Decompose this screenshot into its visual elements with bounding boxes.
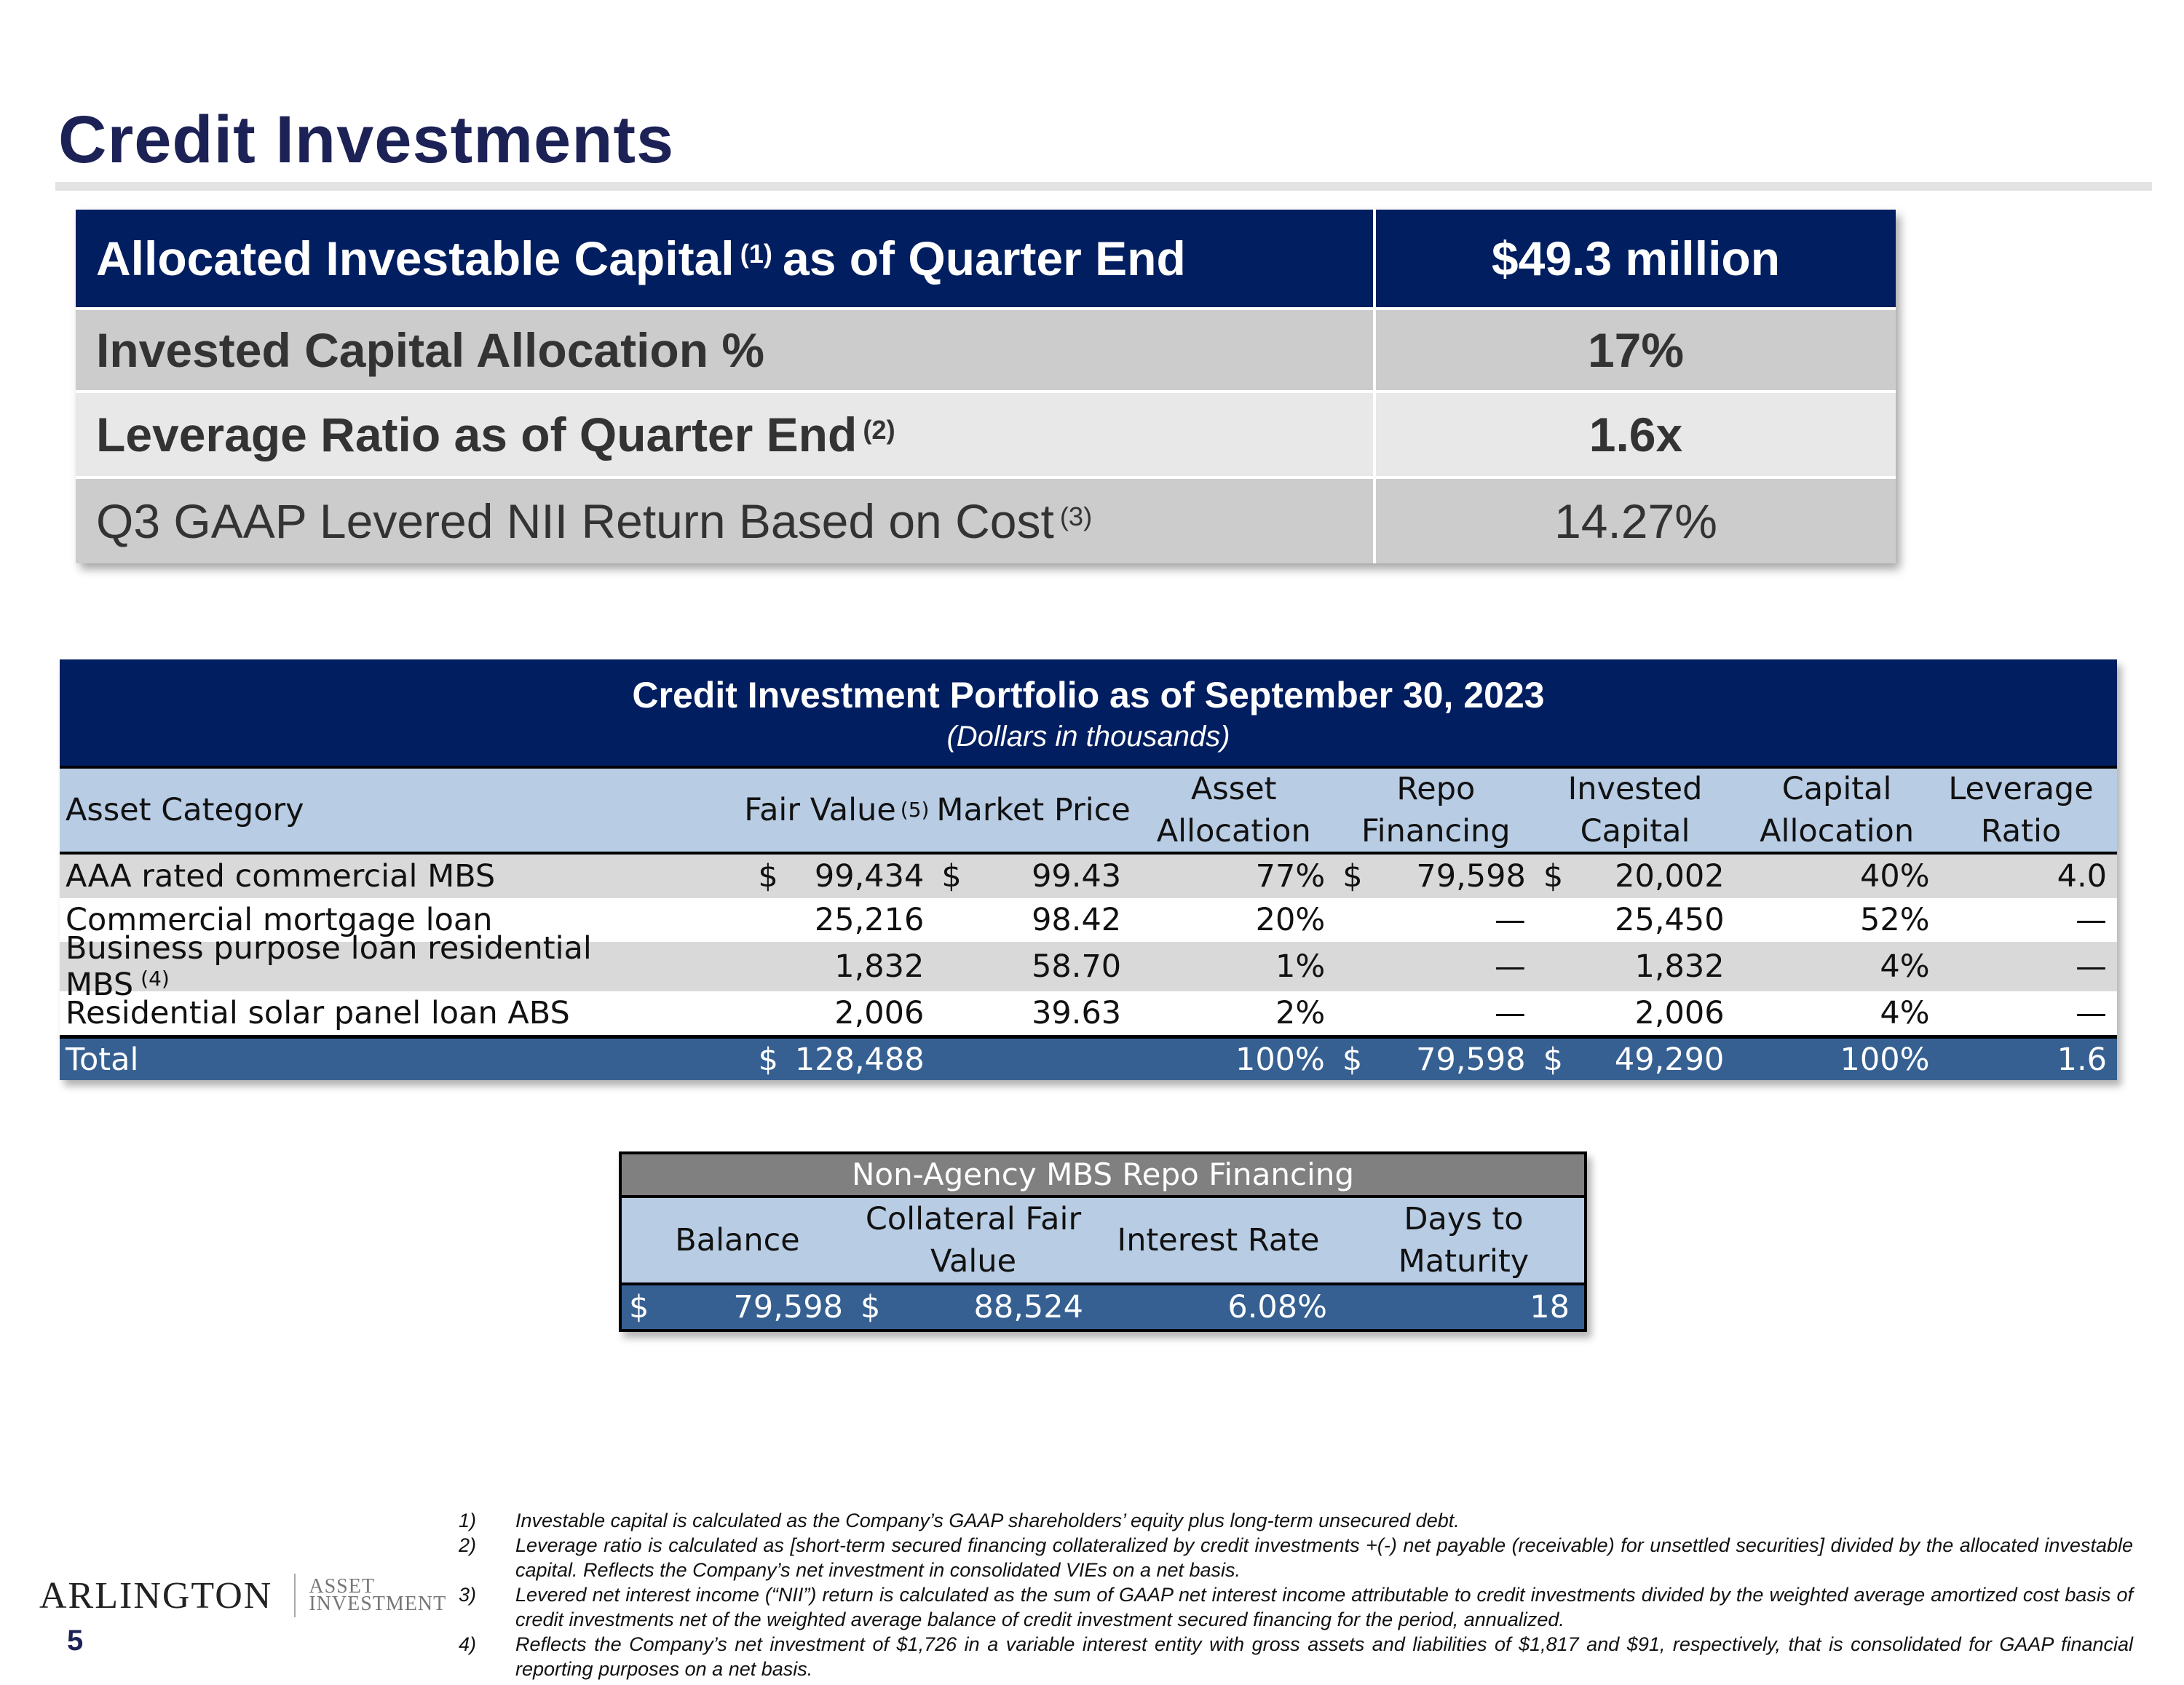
- cell-category: Residential solar panel loan ABS: [66, 995, 570, 1031]
- cell-market-price: 58.70: [1032, 948, 1122, 985]
- summary-label: Invested Capital Allocation %: [76, 310, 1376, 390]
- summary-table: Allocated Investable Capital (1) as of Q…: [76, 210, 1896, 563]
- cell-market-price: $99.43: [941, 858, 1122, 895]
- cell-repo-financing: —: [1494, 948, 1526, 985]
- portfolio-title: Credit Investment Portfolio as of Septem…: [632, 675, 1545, 715]
- cell-invested-capital: 2,006: [1634, 995, 1725, 1031]
- cell-fair-value: 1,832: [834, 948, 925, 985]
- cell-leverage-ratio: —: [2076, 948, 2108, 985]
- footnotes: 1) Investable capital is calculated as th…: [459, 1508, 2133, 1681]
- cell-fair-value: 25,216: [814, 902, 925, 938]
- cell-repo-financing: —: [1494, 902, 1526, 938]
- cell-capital-allocation: 4%: [1880, 948, 1930, 985]
- cell-fair-value: 2,006: [834, 995, 925, 1031]
- summary-row: Leverage Ratio as of Quarter End (2) 1.6…: [76, 393, 1896, 479]
- logo-divider: [294, 1574, 296, 1617]
- logo-wordmark: ARLINGTON: [39, 1574, 273, 1617]
- cell-interest-rate: 6.08%: [1227, 1289, 1327, 1325]
- summary-row: Allocated Investable Capital (1) as of Q…: [76, 210, 1896, 310]
- summary-value: 17%: [1587, 323, 1685, 377]
- cell-market-price: 98.42: [1032, 902, 1122, 938]
- header-leverage-ratio: Leverage Ratio: [1948, 771, 2094, 849]
- portfolio-column-headers: Asset Category Fair Value (5) Market Pric…: [60, 769, 2117, 855]
- footnote: 3) Levered net interest income (“NII”) re…: [459, 1584, 2133, 1630]
- header-days-to-maturity: Days to Maturity: [1398, 1201, 1530, 1280]
- cell-leverage-ratio: —: [2076, 902, 2108, 938]
- cell-category: Total: [66, 1041, 139, 1078]
- table-row: Commercial mortgage loan 25,216 98.42 20…: [60, 898, 2117, 942]
- page-number: 5: [67, 1625, 84, 1657]
- cell-capital-allocation: 100%: [1840, 1041, 1930, 1078]
- cell-capital-allocation: 52%: [1860, 902, 1930, 938]
- cell-invested-capital: $20,002: [1543, 858, 1725, 895]
- summary-value: $49.3 million: [1491, 231, 1781, 285]
- summary-label: Q3 GAAP Levered NII Return Based on Cost…: [76, 479, 1376, 563]
- cell-asset-allocation: 77%: [1255, 858, 1326, 895]
- cell-days-to-maturity: 18: [1530, 1289, 1570, 1325]
- header-repo-financing: Repo Financing: [1361, 771, 1511, 849]
- header-invested-capital: Invested Capital: [1567, 771, 1703, 849]
- header-fair-value: Fair Value (5): [744, 792, 930, 828]
- cell-asset-allocation: 20%: [1255, 902, 1326, 938]
- header-market-price: Market Price: [936, 792, 1131, 828]
- footnote-ref: (3): [1059, 501, 1093, 531]
- cell-leverage-ratio: 4.0: [2057, 858, 2108, 895]
- portfolio-table: Credit Investment Portfolio as of Septem…: [60, 659, 2117, 1080]
- cell-category: Business purpose loan residential MBS (4): [66, 930, 592, 1003]
- portfolio-header: Credit Investment Portfolio as of Septem…: [60, 659, 2117, 769]
- cell-capital-allocation: 40%: [1860, 858, 1930, 895]
- summary-row: Q3 GAAP Levered NII Return Based on Cost…: [76, 479, 1896, 563]
- summary-value: 1.6x: [1588, 408, 1683, 461]
- summary-value: 14.27%: [1554, 494, 1717, 548]
- cell-repo-financing: —: [1494, 995, 1526, 1031]
- repo-values-row: $79,598 $88,524 6.08% 18: [622, 1285, 1584, 1329]
- cell-category: Commercial mortgage loan: [66, 902, 493, 938]
- repo-financing-table: Non-Agency MBS Repo Financing Balance Co…: [619, 1151, 1587, 1332]
- footnote: 2) Leverage ratio is calculated as [short…: [459, 1534, 2133, 1581]
- footnote-ref: (2): [863, 415, 895, 445]
- cell-leverage-ratio: 1.6: [2057, 1041, 2107, 1078]
- title-divider: [55, 182, 2152, 191]
- table-row: Business purpose loan residential MBS (4)…: [60, 930, 2117, 1003]
- logo-subtext: ASSET INVESTMENT: [309, 1575, 447, 1615]
- table-row: Residential solar panel loan ABS 2,006 3…: [60, 991, 2117, 1035]
- cell-fair-value: $128,488: [758, 1041, 925, 1078]
- cell-fair-value: $99,434: [758, 858, 925, 895]
- cell-asset-allocation: 2%: [1275, 995, 1326, 1031]
- portfolio-subtitle: (Dollars in thousands): [946, 721, 1230, 753]
- cell-repo-financing: $79,598: [1342, 858, 1526, 895]
- table-total-row: Total $128,488 100% $79,598 $49,290 100%…: [60, 1035, 2117, 1080]
- cell-balance: $79,598: [629, 1289, 843, 1325]
- header-collateral-fair-value: Collateral Fair Value: [865, 1201, 1082, 1280]
- cell-asset-allocation: 1%: [1275, 948, 1326, 985]
- cell-leverage-ratio: —: [2076, 995, 2108, 1031]
- footnote-ref: (1): [740, 239, 772, 269]
- cell-invested-capital: 25,450: [1615, 902, 1725, 938]
- cell-category: AAA rated commercial MBS: [66, 858, 496, 895]
- table-row: AAA rated commercial MBS $99,434 $99.43 …: [60, 855, 2117, 898]
- summary-label: Allocated Investable Capital (1) as of Q…: [76, 210, 1376, 307]
- footnote: 4) Reflects the Company’s net investment …: [459, 1633, 2133, 1680]
- header-capital-allocation: Capital Allocation: [1760, 771, 1915, 849]
- cell-capital-allocation: 4%: [1880, 995, 1930, 1031]
- footnote-ref: (4): [141, 967, 170, 991]
- company-logo: ARLINGTON ASSET INVESTMENT: [39, 1574, 446, 1617]
- footnote: 1) Investable capital is calculated as th…: [459, 1510, 1460, 1531]
- cell-asset-allocation: 100%: [1235, 1041, 1325, 1078]
- summary-row: Invested Capital Allocation % 17%: [76, 310, 1896, 393]
- repo-title: Non-Agency MBS Repo Financing: [622, 1154, 1584, 1198]
- cell-invested-capital: $49,290: [1543, 1041, 1725, 1078]
- header-asset-allocation: Asset Allocation: [1156, 771, 1311, 849]
- cell-repo-financing: $79,598: [1342, 1041, 1526, 1078]
- cell-market-price: 39.63: [1032, 995, 1122, 1031]
- repo-column-headers: Balance Collateral Fair Value Interest Ra…: [622, 1198, 1584, 1285]
- header-balance: Balance: [675, 1222, 800, 1258]
- header-asset-category: Asset Category: [66, 792, 304, 828]
- cell-collateral: $88,524: [860, 1289, 1083, 1325]
- cell-invested-capital: 1,832: [1634, 948, 1725, 985]
- header-interest-rate: Interest Rate: [1117, 1222, 1320, 1258]
- page-title: Credit Investments: [58, 103, 675, 177]
- summary-label: Leverage Ratio as of Quarter End (2): [76, 393, 1376, 476]
